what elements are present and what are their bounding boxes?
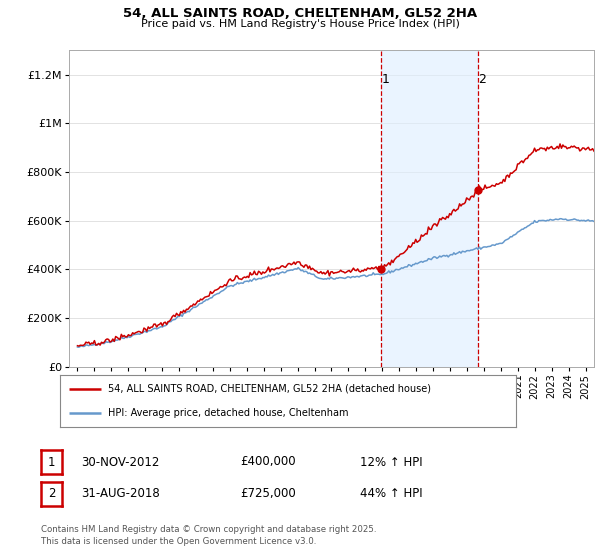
Text: 54, ALL SAINTS ROAD, CHELTENHAM, GL52 2HA (detached house): 54, ALL SAINTS ROAD, CHELTENHAM, GL52 2H… bbox=[108, 384, 431, 394]
Text: 54, ALL SAINTS ROAD, CHELTENHAM, GL52 2HA: 54, ALL SAINTS ROAD, CHELTENHAM, GL52 2H… bbox=[123, 7, 477, 20]
Bar bbox=[381, 50, 478, 367]
Text: HPI: Average price, detached house, Cheltenham: HPI: Average price, detached house, Chel… bbox=[108, 408, 349, 418]
Text: 44% ↑ HPI: 44% ↑ HPI bbox=[360, 487, 422, 501]
Text: 12% ↑ HPI: 12% ↑ HPI bbox=[360, 455, 422, 469]
Text: 1: 1 bbox=[48, 455, 55, 469]
Text: 31-AUG-2018: 31-AUG-2018 bbox=[81, 487, 160, 501]
Text: £400,000: £400,000 bbox=[240, 455, 296, 469]
Text: £725,000: £725,000 bbox=[240, 487, 296, 501]
Text: Price paid vs. HM Land Registry's House Price Index (HPI): Price paid vs. HM Land Registry's House … bbox=[140, 19, 460, 29]
Text: Contains HM Land Registry data © Crown copyright and database right 2025.
This d: Contains HM Land Registry data © Crown c… bbox=[41, 525, 376, 546]
Text: 1: 1 bbox=[381, 73, 389, 86]
Text: 2: 2 bbox=[48, 487, 55, 501]
Text: 30-NOV-2012: 30-NOV-2012 bbox=[81, 455, 160, 469]
Text: 2: 2 bbox=[479, 73, 487, 86]
